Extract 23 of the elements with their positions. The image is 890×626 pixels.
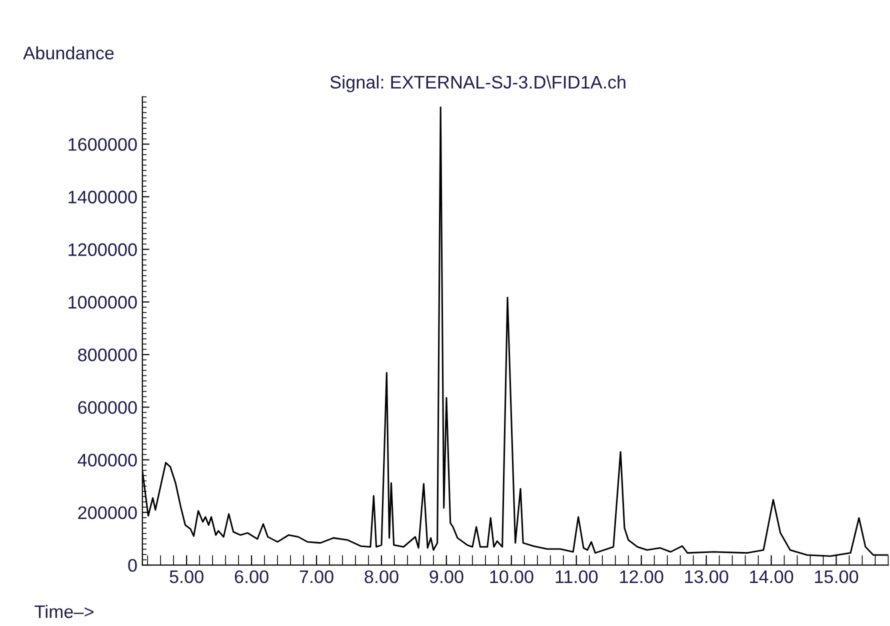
x-tick-label: 9.00 (430, 570, 464, 584)
x-tick-label: 14.00 (750, 570, 794, 584)
x-tick-label: 7.00 (300, 570, 334, 584)
y-tick-label: 600000 (78, 401, 137, 414)
x-tick-label: 8.00 (364, 570, 398, 584)
x-tick-label: 11.00 (556, 570, 598, 584)
x-tick-label: 12.00 (620, 570, 664, 584)
y-tick-label: 1400000 (68, 190, 137, 204)
x-axis-title: Time–> (34, 604, 94, 618)
y-tick-label: 800000 (78, 348, 137, 362)
y-tick-label: 1000000 (68, 296, 137, 309)
y-tick-label: 1600000 (68, 138, 137, 151)
x-tick-label: 10.00 (490, 570, 534, 584)
x-tick-label: 15.00 (815, 570, 858, 584)
x-tick-label: 6.00 (234, 570, 268, 584)
y-tick-label: 400000 (78, 454, 137, 467)
x-tick-label: 5.00 (170, 570, 204, 584)
y-tick-label: 1200000 (68, 243, 137, 256)
y-tick-label: 200000 (78, 506, 137, 520)
chart-title: Signal: EXTERNAL-SJ-3.D\FID1A.ch (330, 75, 626, 92)
x-tick-label: 13.00 (685, 570, 728, 584)
y-tick-label: 0 (128, 558, 137, 572)
y-axis-title: Abundance (23, 46, 114, 60)
